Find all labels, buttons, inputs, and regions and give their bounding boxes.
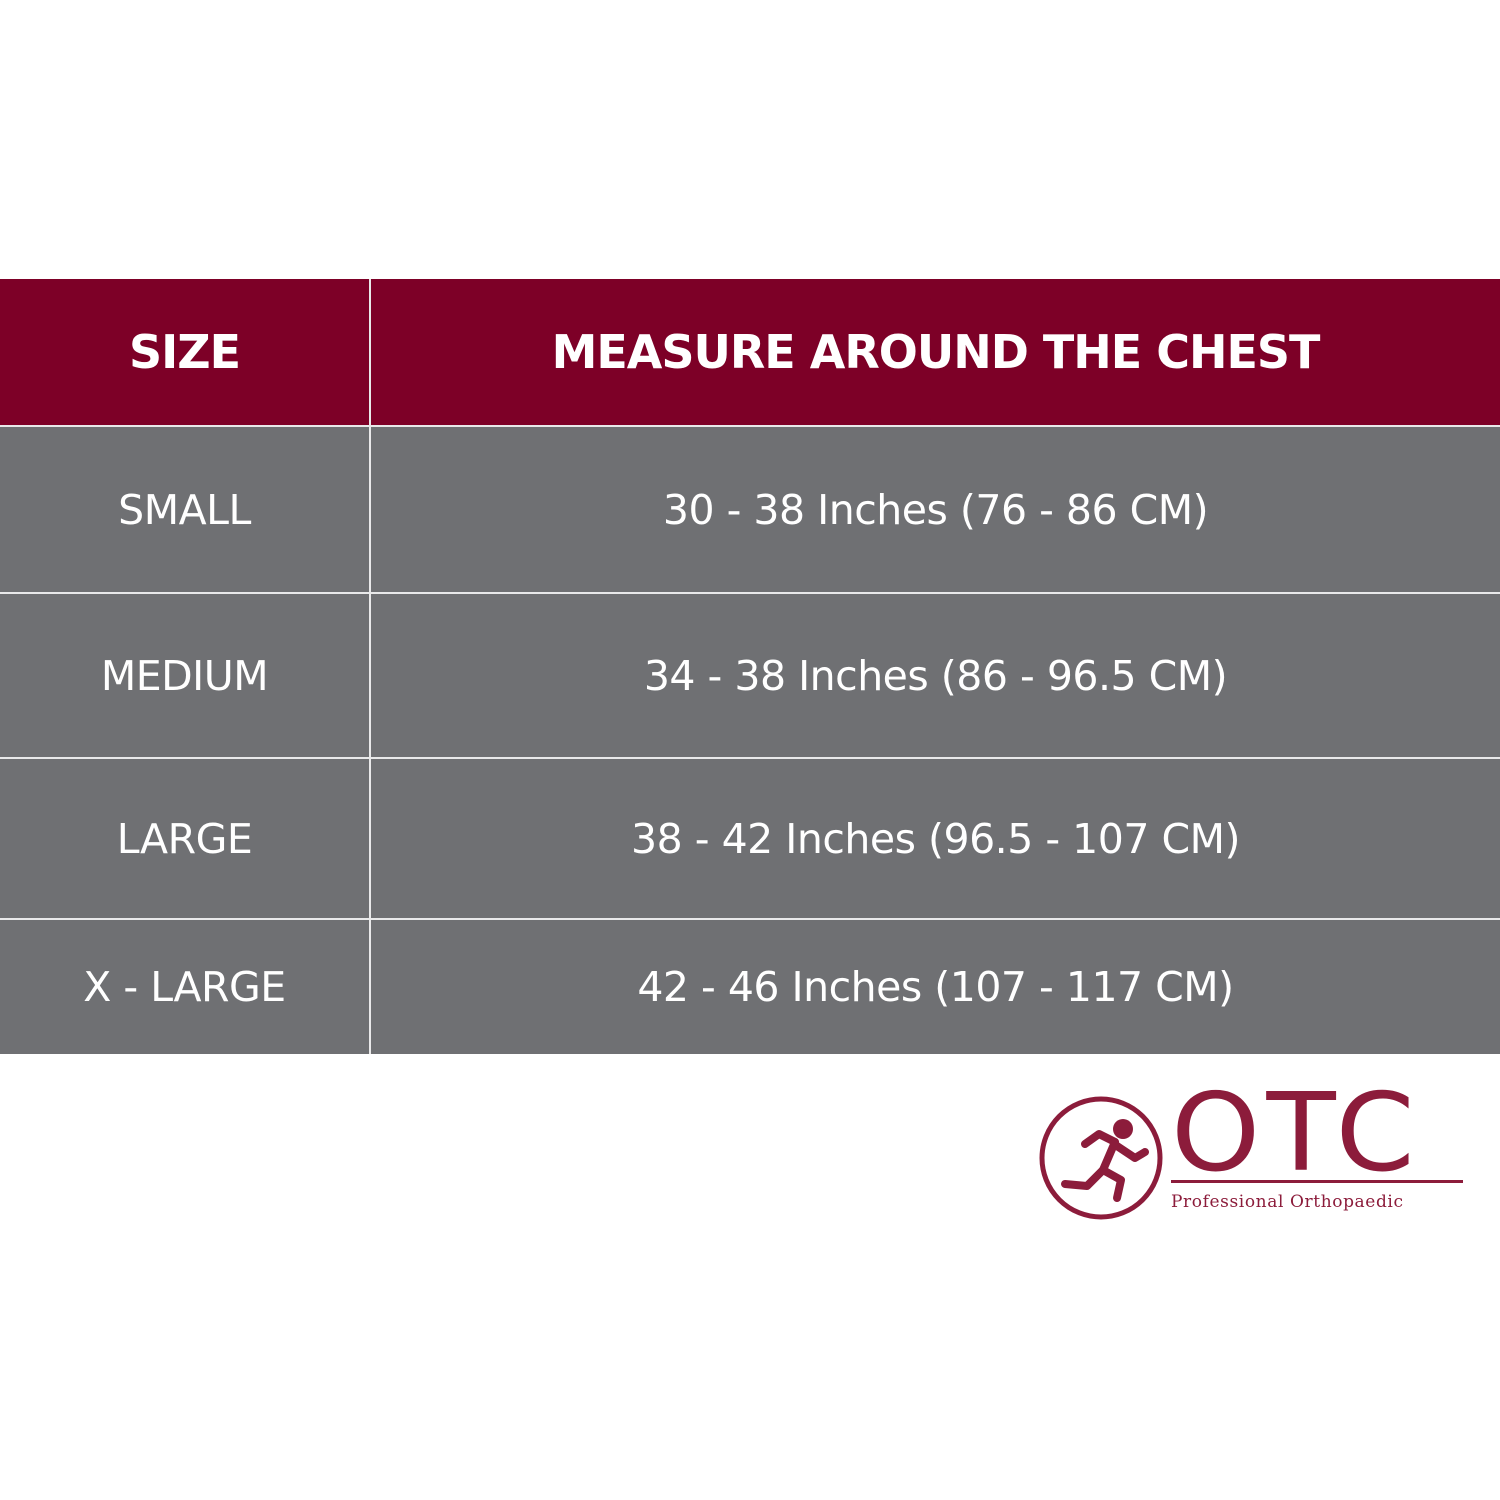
- otc-wordmark: OTC: [1171, 1071, 1421, 1196]
- measure-column-header: MEASURE AROUND THE CHEST: [369, 279, 1500, 426]
- size-column-header: SIZE: [0, 279, 370, 426]
- size-cell: X - LARGE: [0, 918, 370, 1054]
- size-cell: LARGE: [0, 757, 370, 919]
- running-person-icon: [1039, 1096, 1163, 1220]
- size-cell: SMALL: [0, 425, 370, 593]
- measure-cell: 38 - 42 Inches (96.5 - 107 CM): [369, 757, 1500, 919]
- logo-tagline: Professional Orthopaedic: [1171, 1192, 1404, 1212]
- otc-logo: OTC Professional Orthopaedic: [1037, 1080, 1467, 1224]
- table-row: SMALL 30 - 38 Inches (76 - 86 CM): [0, 425, 1500, 593]
- size-cell: MEDIUM: [0, 592, 370, 758]
- table-header-row: SIZE MEASURE AROUND THE CHEST: [0, 279, 1500, 426]
- table-row: MEDIUM 34 - 38 Inches (86 - 96.5 CM): [0, 592, 1500, 758]
- measure-cell: 42 - 46 Inches (107 - 117 CM): [369, 918, 1500, 1054]
- measure-cell: 30 - 38 Inches (76 - 86 CM): [369, 425, 1500, 593]
- measure-cell: 34 - 38 Inches (86 - 96.5 CM): [369, 592, 1500, 758]
- table-row: X - LARGE 42 - 46 Inches (107 - 117 CM): [0, 918, 1500, 1054]
- size-chart-table: SIZE MEASURE AROUND THE CHEST SMALL 30 -…: [0, 279, 1500, 1054]
- logo-divider: [1171, 1180, 1463, 1183]
- table-row: LARGE 38 - 42 Inches (96.5 - 107 CM): [0, 757, 1500, 919]
